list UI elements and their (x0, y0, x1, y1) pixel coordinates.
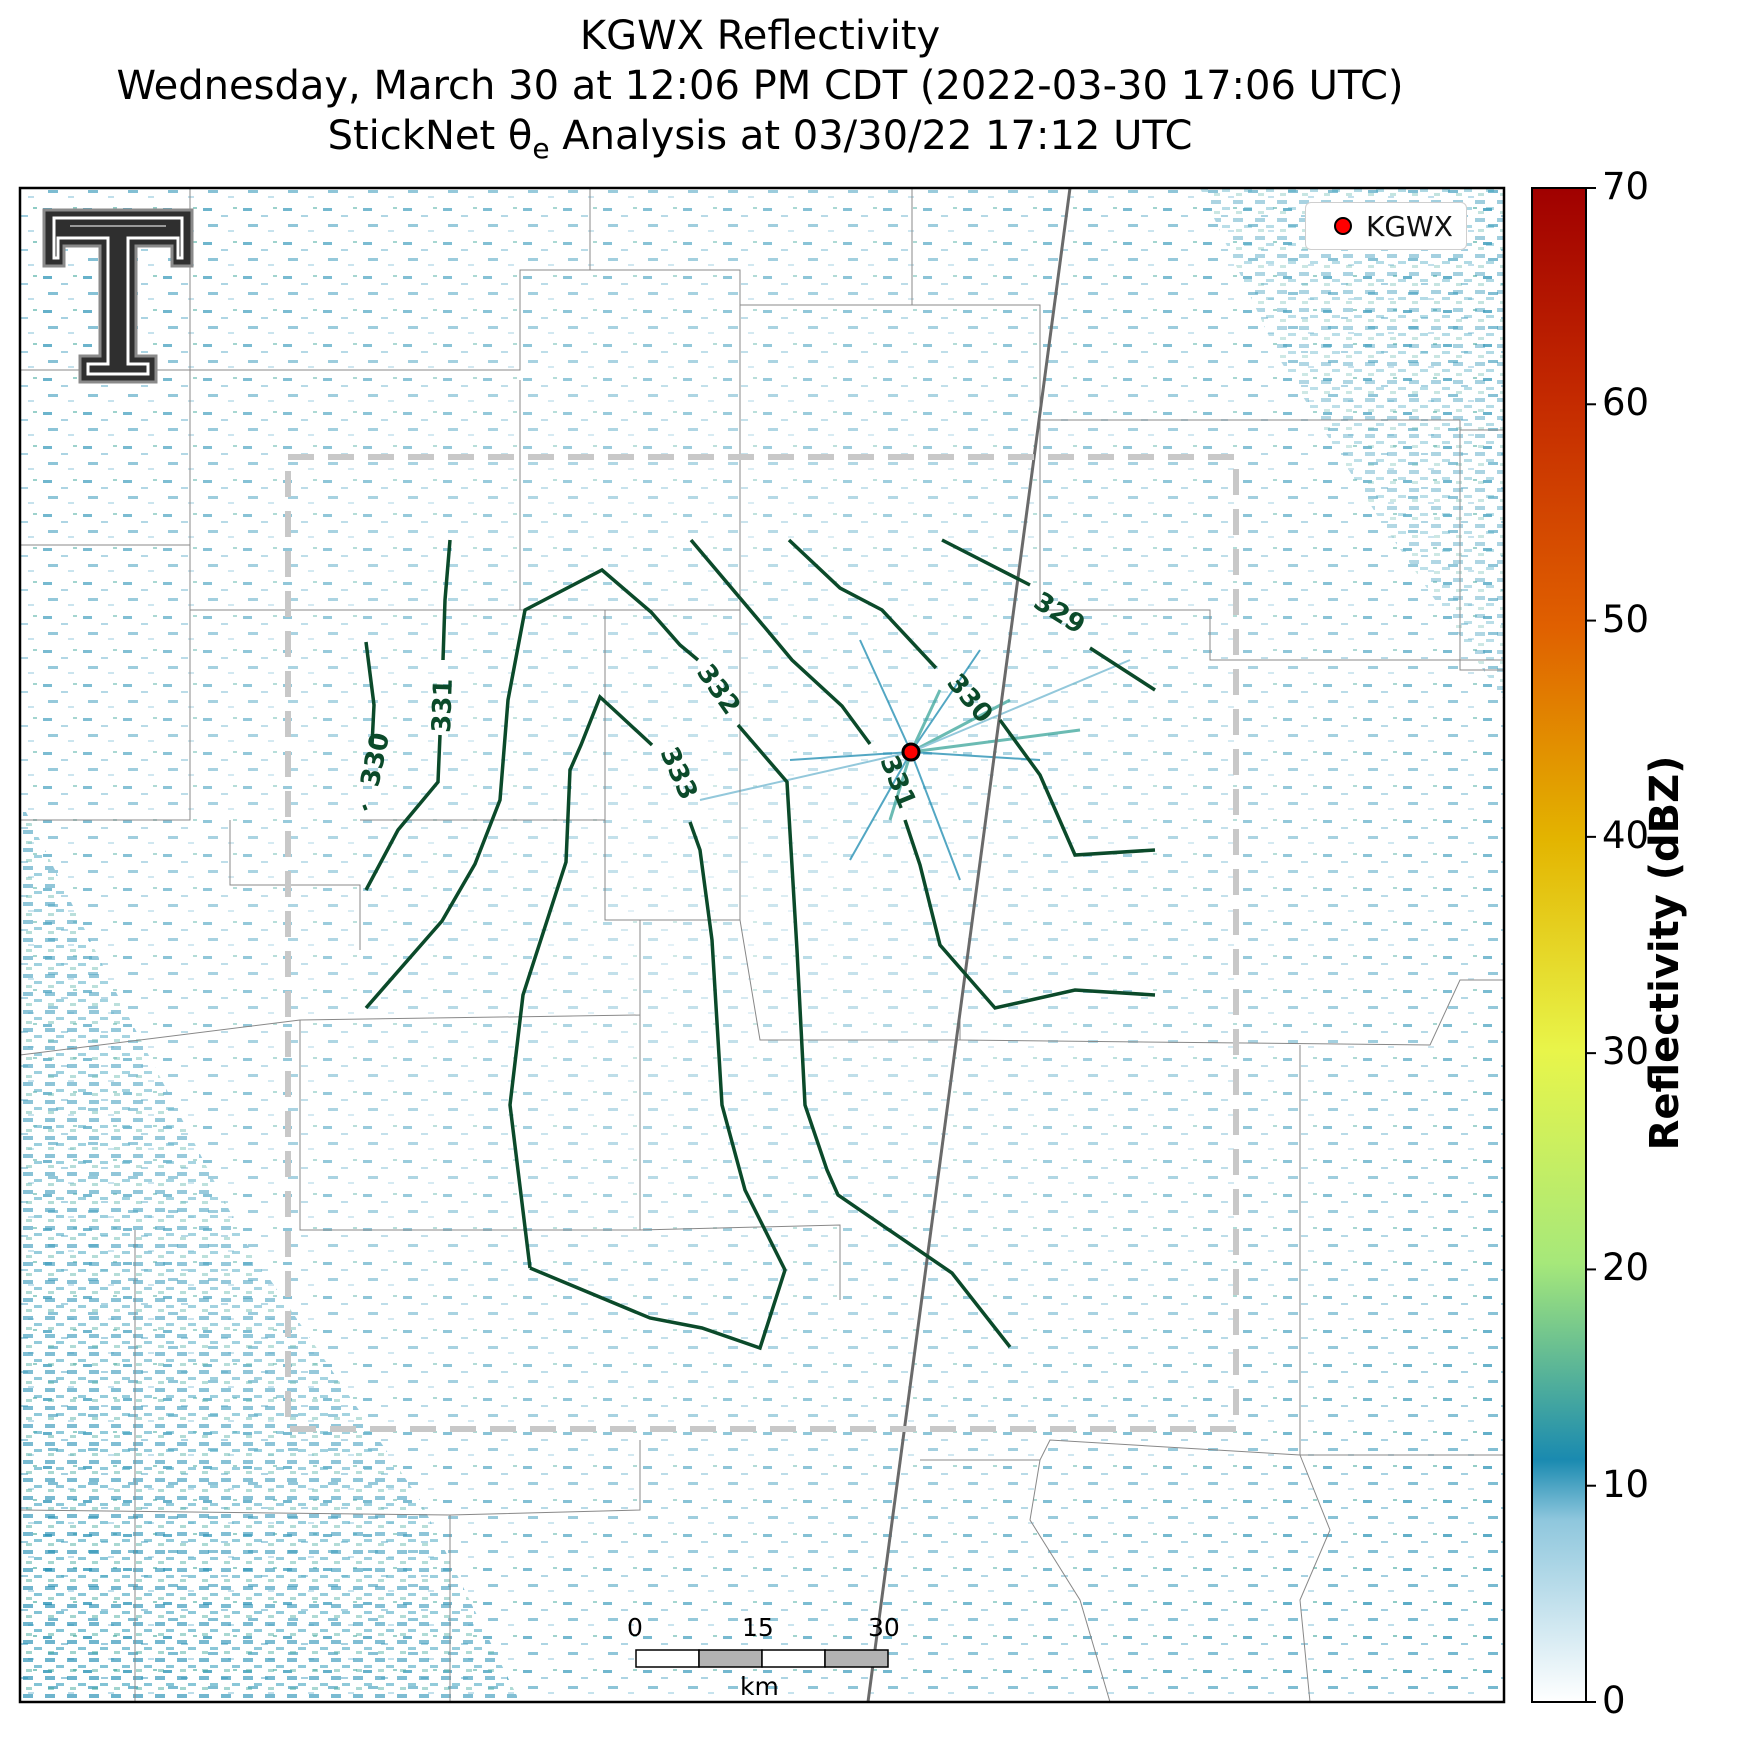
kgwx-legend-marker (1334, 217, 1352, 235)
colorbar-tick-label-30: 30 (1602, 1030, 1650, 1074)
chart-title-line1: KGWX Reflectivity (579, 13, 941, 59)
scale-label-15: 15 (742, 1613, 774, 1642)
county-borders (20, 188, 1504, 1702)
kgwx-radar-site-marker (901, 742, 921, 762)
scale-unit: km (740, 1672, 779, 1701)
colorbar-tick-label-20: 20 (1602, 1246, 1650, 1290)
colorbar-tick-label-10: 10 (1602, 1462, 1650, 1506)
chart-title-line3: StickNet θe Analysis at 03/30/22 17:12 U… (327, 113, 1193, 165)
map-frame (18, 186, 1506, 1704)
contour-label-331-west: 331 (427, 678, 459, 733)
state-line (866, 188, 1072, 1702)
colorbar-tick-label-60: 60 (1602, 381, 1650, 425)
colorbar-tick-label-50: 50 (1602, 597, 1650, 641)
legend-label: KGWX (1366, 209, 1453, 243)
texas-tech-double-t-logo (42, 208, 194, 384)
theta-e-contours (362, 538, 1156, 1351)
colorbar-tick-label-70: 70 (1602, 165, 1650, 208)
scale-bar (635, 1649, 889, 1668)
colorbar-tick-label-40: 40 (1602, 813, 1650, 857)
colorbar-tick-label-0: 0 (1602, 1679, 1626, 1722)
map-legend: KGWX (1305, 202, 1467, 250)
scale-label-0: 0 (627, 1613, 643, 1642)
scale-label-30: 30 (868, 1613, 900, 1642)
colorbar-gradient (1531, 187, 1587, 1703)
colorbar-title: Reflectivity (dBZ) (1642, 755, 1688, 1151)
chart-title-line2: Wednesday, March 30 at 12:06 PM CDT (202… (116, 63, 1404, 109)
